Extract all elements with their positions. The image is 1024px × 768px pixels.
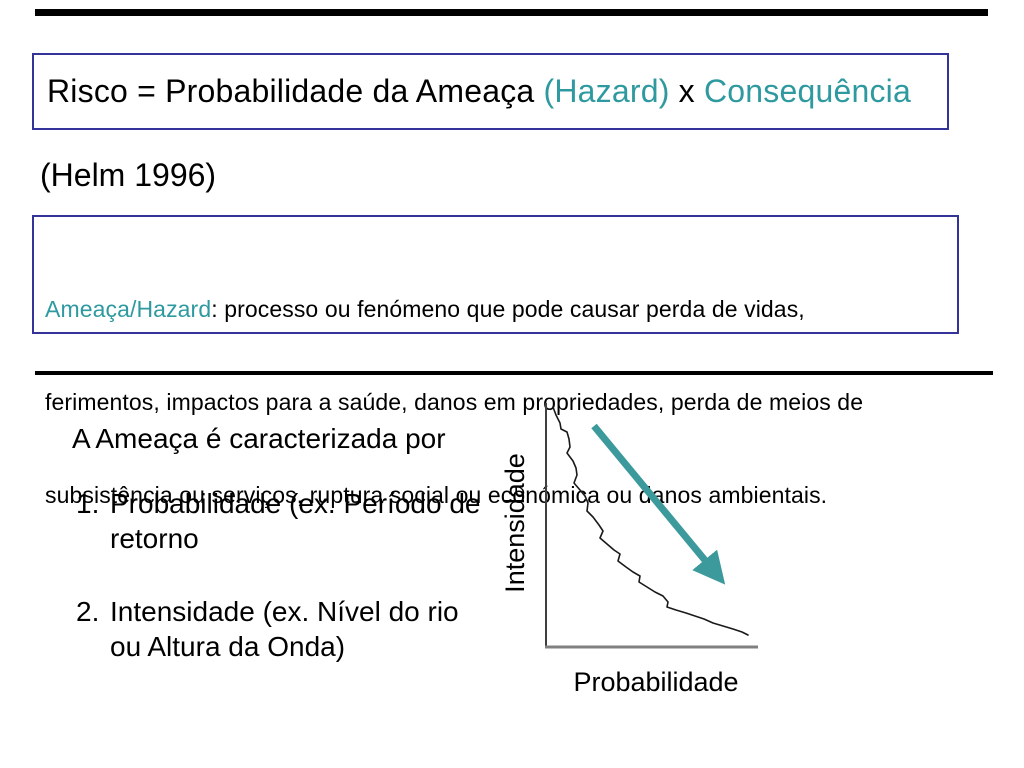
intensity-probability-curve (552, 406, 749, 636)
definition-line-2: ferimentos, impactos para a saúde, danos… (45, 389, 864, 415)
title-text-prefix: Risco = Probabilidade da Ameaça (47, 73, 544, 109)
definition-term: Ameaça/Hazard (45, 296, 212, 322)
definition-line-1-rest: : processo ou fenómeno que pode causar p… (211, 296, 805, 322)
section-divider-rule (35, 371, 993, 375)
list-item-1-text: Probabilidade (ex. Período de retorno (110, 488, 481, 554)
list-item-1-number: 1. (76, 488, 100, 519)
x-axis-label: Probabilidade (573, 667, 738, 697)
list-item-2-number: 2. (76, 596, 100, 627)
list-item-2-text: Intensidade (ex. Nível do rio ou Altura … (110, 596, 459, 662)
definition-line-3: subsistência ou serviços, ruptura social… (45, 482, 828, 508)
title-text-hazard: (Hazard) (543, 73, 670, 109)
characterization-heading: A Ameaça é caracterizada por (72, 423, 446, 454)
list-item-2: 2. Intensidade (ex. Nível do rio ou Altu… (76, 594, 480, 664)
definition-line-1: Ameaça/Hazard: processo ou fenómeno que … (45, 294, 957, 325)
title-text-consequencia: Consequência (703, 73, 911, 109)
trend-arrow (591, 423, 726, 585)
attribution-text: (Helm 1996) (40, 157, 217, 193)
y-axis-label: Intensidade (500, 453, 530, 593)
list-item-1: 1. Probabilidade (ex. Período de retorno (76, 486, 480, 556)
hazard-curve-chart: Intensidade Probabilidade (490, 393, 802, 711)
top-rule (35, 9, 988, 16)
chart-svg: Intensidade Probabilidade (500, 403, 758, 697)
title-text-times: x (669, 73, 704, 109)
definition-box: Ameaça/Hazard: processo ou fenómeno que … (32, 215, 959, 508)
characterization-list: 1. Probabilidade (ex. Período de retorno… (76, 486, 480, 702)
title-box: Risco = Probabilidade da Ameaça (Hazard)… (32, 53, 949, 130)
